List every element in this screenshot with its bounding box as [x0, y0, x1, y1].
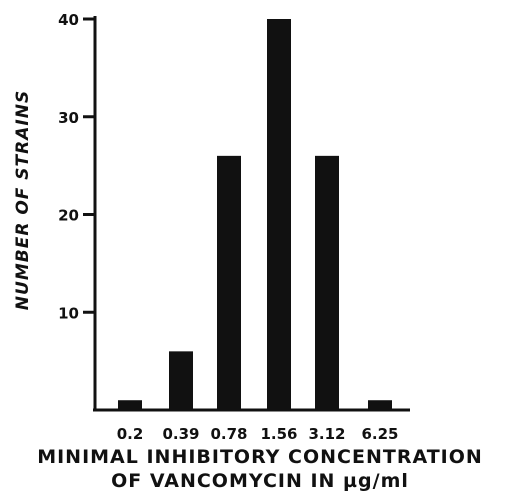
bars: [118, 19, 392, 410]
x-tick-label: 0.39: [162, 425, 199, 443]
bar: [368, 400, 392, 410]
x-tick-label: 0.78: [210, 425, 247, 443]
y-tick-label: 40: [58, 11, 79, 29]
y-ticks: 10 20 30 40: [58, 11, 95, 322]
y-tick-label: 20: [58, 207, 79, 225]
x-tick-label: 0.2: [117, 425, 144, 443]
bar: [118, 400, 142, 410]
x-axis-label-line1: MINIMAL INHIBITORY CONCENTRATION: [37, 446, 483, 468]
x-tick-label: 6.25: [361, 425, 398, 443]
bar: [315, 155, 339, 410]
x-axis-label-line2: OF VANCOMYCIN IN µg/ml: [111, 470, 409, 492]
y-tick-label: 10: [58, 304, 79, 322]
x-tick-labels: 0.2 0.39 0.78 1.56 3.12 6.25: [117, 425, 399, 443]
bar: [217, 155, 241, 410]
y-axis-label: NUMBER OF STRAINS: [13, 90, 33, 310]
bar: [267, 19, 291, 410]
x-tick-label: 1.56: [260, 425, 297, 443]
x-tick-label: 3.12: [308, 425, 345, 443]
y-tick-label: 30: [58, 109, 79, 127]
bar: [169, 351, 193, 410]
